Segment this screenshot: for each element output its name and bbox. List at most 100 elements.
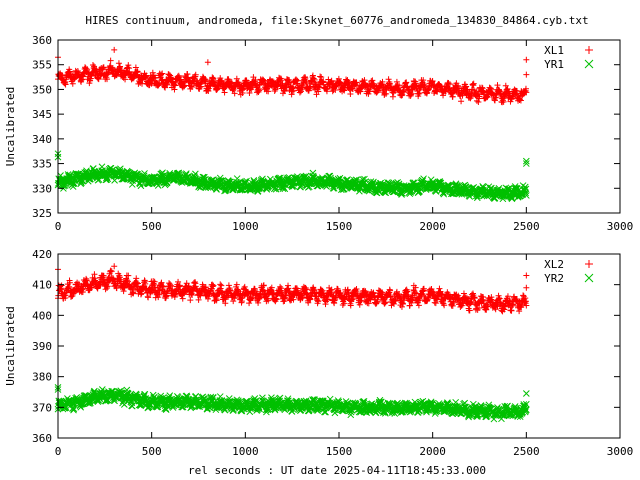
data-point xyxy=(389,93,396,100)
data-point xyxy=(252,76,259,83)
data-point xyxy=(117,67,124,74)
data-point xyxy=(366,88,373,95)
data-point xyxy=(278,75,285,82)
data-point xyxy=(470,80,477,87)
data-point xyxy=(488,86,495,93)
data-point xyxy=(115,60,122,67)
data-point xyxy=(349,86,356,93)
data-point xyxy=(189,84,196,91)
data-point xyxy=(347,90,354,97)
data-point xyxy=(517,97,524,104)
data-point xyxy=(125,62,132,69)
legend-label: XL1 xyxy=(544,44,564,57)
data-point xyxy=(272,86,279,93)
data-point xyxy=(294,77,301,84)
x-tick-label: 1500 xyxy=(326,220,353,233)
data-point xyxy=(420,77,427,84)
data-point xyxy=(303,79,310,86)
data-point xyxy=(158,71,165,78)
data-point xyxy=(494,82,501,89)
legend-marker xyxy=(585,46,593,54)
data-point xyxy=(463,83,470,90)
data-points xyxy=(54,46,530,203)
data-point xyxy=(89,69,96,76)
data-point xyxy=(122,76,129,83)
data-points xyxy=(54,263,530,423)
x-tick-label: 0 xyxy=(55,220,62,233)
data-point xyxy=(288,91,295,98)
outlier-point xyxy=(204,59,211,66)
outlier-point xyxy=(523,272,530,279)
data-point xyxy=(430,83,437,90)
data-point xyxy=(337,79,344,86)
data-point xyxy=(500,98,507,105)
data-point xyxy=(499,97,506,104)
data-point xyxy=(302,78,309,85)
data-point xyxy=(328,77,335,84)
data-point xyxy=(401,89,408,96)
data-point xyxy=(415,91,422,98)
x-tick-label: 2000 xyxy=(419,220,446,233)
data-point xyxy=(508,307,515,314)
data-point xyxy=(100,64,107,71)
data-point xyxy=(445,80,452,87)
outlier-point xyxy=(523,56,530,63)
y-tick-label: 325 xyxy=(32,207,52,220)
data-point xyxy=(69,80,76,87)
data-point xyxy=(265,88,272,95)
y-tick-label: 345 xyxy=(32,108,52,121)
data-point xyxy=(345,79,352,86)
data-point xyxy=(62,81,69,88)
outlier-point xyxy=(523,284,530,291)
data-point xyxy=(450,89,457,96)
data-point xyxy=(329,88,336,95)
data-point xyxy=(446,81,453,88)
data-point xyxy=(455,83,462,90)
data-point xyxy=(159,70,166,77)
data-point xyxy=(202,78,209,85)
data-point xyxy=(453,80,460,87)
outlier-point xyxy=(111,46,118,53)
data-point xyxy=(502,82,509,89)
data-point xyxy=(192,71,199,78)
series-yr1 xyxy=(54,150,530,203)
data-point xyxy=(286,76,293,83)
y-tick-label: 330 xyxy=(32,182,52,195)
data-point xyxy=(317,73,324,80)
data-point xyxy=(231,90,238,97)
y-axis-label: Uncalibrated xyxy=(4,87,17,166)
data-point xyxy=(309,72,316,79)
data-point xyxy=(460,290,467,297)
x-tick-label: 1000 xyxy=(232,220,259,233)
data-point xyxy=(361,77,368,84)
data-point xyxy=(341,87,348,94)
data-point xyxy=(95,76,102,83)
y-tick-label: 340 xyxy=(32,133,52,146)
data-point xyxy=(107,267,114,274)
data-point xyxy=(261,77,268,84)
data-point xyxy=(132,64,139,71)
series-yr2 xyxy=(54,384,530,423)
data-point xyxy=(458,98,465,105)
data-point xyxy=(117,63,124,70)
data-point xyxy=(299,84,306,91)
data-point xyxy=(523,89,530,96)
y-tick-label: 360 xyxy=(32,34,52,47)
legend-marker xyxy=(584,59,594,69)
data-point xyxy=(407,91,414,98)
data-point xyxy=(473,92,480,99)
x-axis-label: rel seconds : UT date 2025-04-11T18:45:3… xyxy=(188,464,486,477)
data-point xyxy=(210,75,217,82)
data-point xyxy=(281,88,288,95)
y-tick-label: 350 xyxy=(32,83,52,96)
data-point xyxy=(155,82,162,89)
data-point xyxy=(290,84,297,91)
data-point xyxy=(459,92,466,99)
outlier-point xyxy=(523,71,530,78)
series-xl1 xyxy=(55,46,530,106)
data-point xyxy=(149,69,156,76)
data-point xyxy=(107,57,114,64)
x-tick-label: 3000 xyxy=(607,220,634,233)
y-tick-label: 335 xyxy=(32,158,52,171)
